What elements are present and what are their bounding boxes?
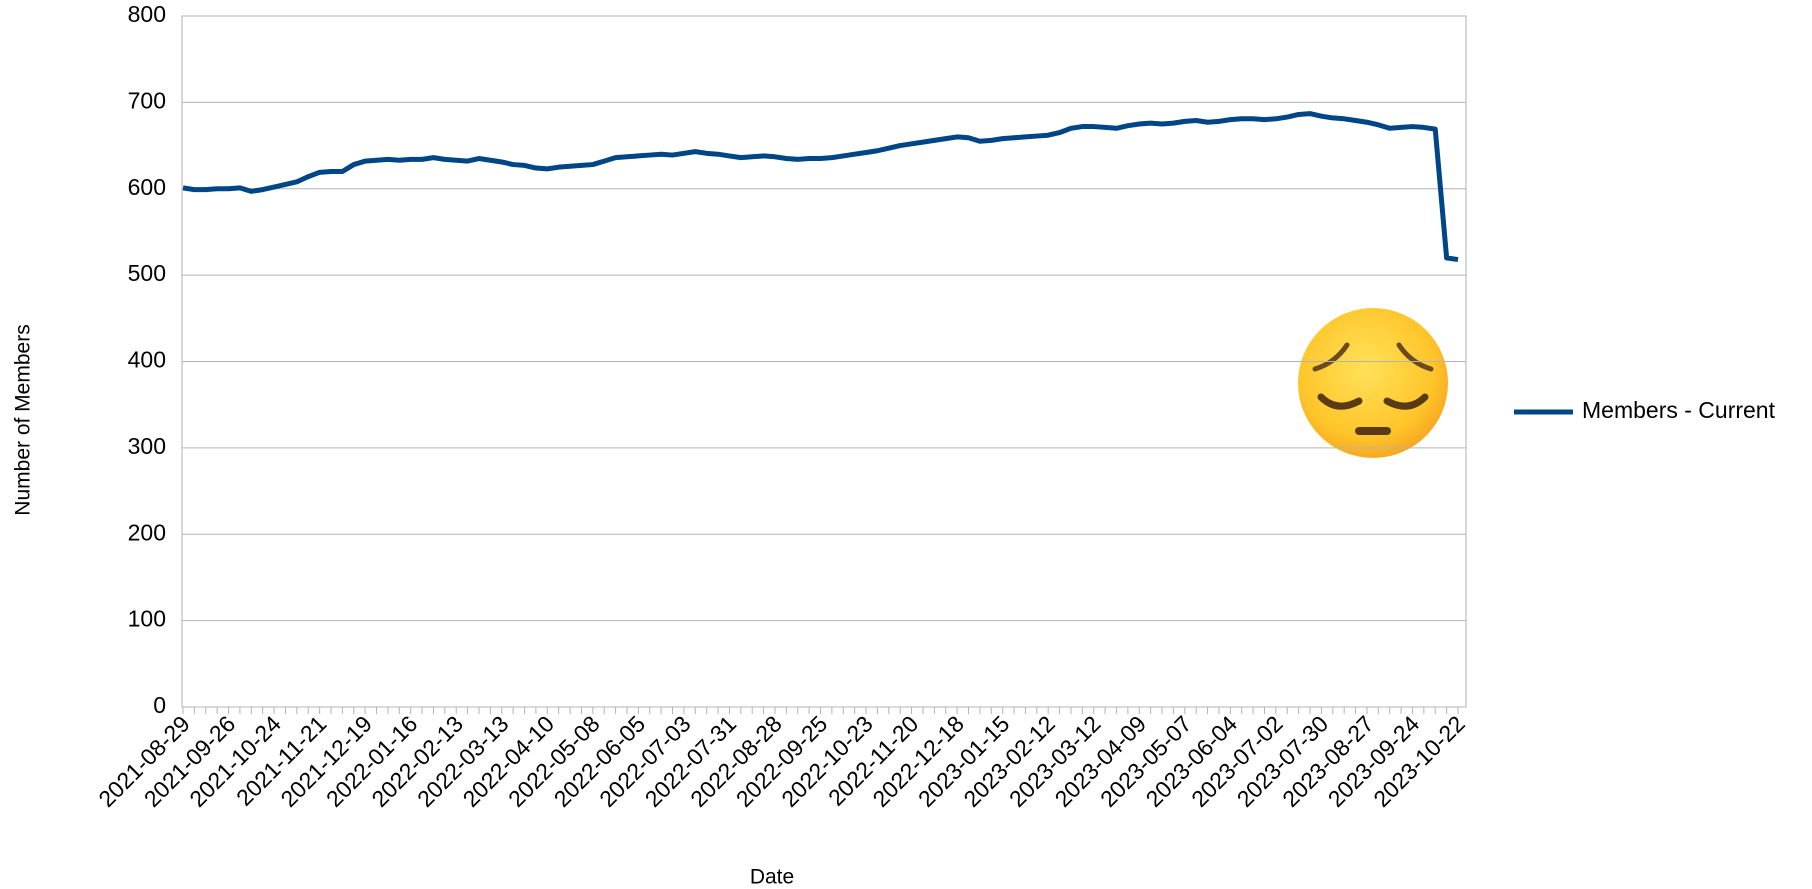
x-axis-title: Date <box>750 866 794 889</box>
y-tick-label: 700 <box>128 87 166 113</box>
legend-label: Members - Current <box>1582 397 1776 423</box>
y-tick-label: 300 <box>128 433 166 459</box>
y-axis-title: Number of Members <box>12 324 35 515</box>
y-tick-label: 200 <box>128 519 166 545</box>
y-tick-label: 400 <box>128 347 166 373</box>
y-tick-label: 100 <box>128 606 166 632</box>
plot-frame <box>181 15 1467 708</box>
y-tick-label: 0 <box>153 692 166 718</box>
y-tick-label: 600 <box>128 174 166 200</box>
y-tick-label: 800 <box>128 1 166 27</box>
data-line <box>182 111 1459 263</box>
sad-emoji <box>1298 308 1448 458</box>
y-tick-label: 500 <box>128 260 166 286</box>
